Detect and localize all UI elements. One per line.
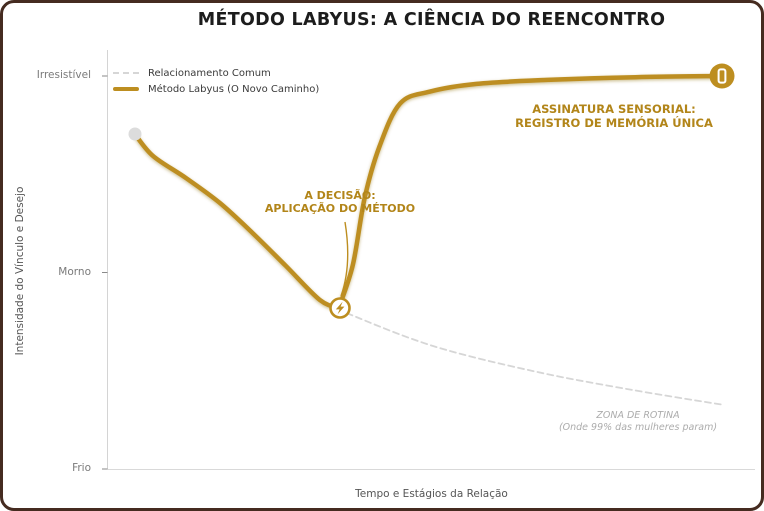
end-point-marker bbox=[709, 63, 735, 89]
x-axis-label: Tempo e Estágios da Relação bbox=[355, 488, 508, 500]
series-line-solid bbox=[336, 73, 725, 311]
annotation-routine-line1: ZONA DE ROTINA bbox=[596, 410, 680, 421]
box-glyph-icon bbox=[717, 68, 727, 84]
annotation-decision-line2: APLICAÇÃO DO MÉTODO bbox=[264, 202, 416, 215]
dashed-line-swatch-icon bbox=[113, 72, 139, 74]
series-line-dashed bbox=[134, 133, 725, 406]
decision-connector-line bbox=[340, 221, 349, 297]
solid-line-swatch-icon bbox=[113, 87, 139, 91]
annotation-signature-line1: ASSINATURA SENSORIAL: bbox=[532, 102, 696, 116]
legend-label: Método Labyus (O Novo Caminho) bbox=[148, 83, 320, 95]
annotation-decision-line1: A DECISÃO: bbox=[304, 189, 376, 202]
y-tick-label-morno: Morno bbox=[58, 266, 91, 278]
chart-canvas bbox=[102, 50, 755, 470]
y-tick-label-frio: Frio bbox=[72, 462, 91, 474]
series-line-solid bbox=[132, 131, 342, 311]
annotation-routine-line2: (Onde 99% das mulheres param) bbox=[558, 422, 718, 433]
y-axis-label: Intensidade do Vínculo e Desejo bbox=[14, 186, 26, 356]
start-point-marker bbox=[128, 127, 142, 141]
legend-label: Relacionamento Comum bbox=[148, 67, 271, 79]
y-tick-label-irresistivel: Irresistível bbox=[36, 69, 91, 81]
lightning-bolt-icon bbox=[335, 301, 345, 315]
annotation-signature-line2: REGISTRO DE MEMÓRIA ÚNICA bbox=[515, 116, 713, 130]
annotation-signature: ASSINATURA SENSORIAL: REGISTRO DE MEMÓRI… bbox=[483, 102, 745, 130]
chart-title: MÉTODO LABYUS: A CIÊNCIA DO REENCONTRO bbox=[197, 10, 666, 30]
legend: Relacionamento Comum Método Labyus (O No… bbox=[113, 65, 319, 97]
annotation-routine-zone: ZONA DE ROTINA (Onde 99% das mulheres pa… bbox=[517, 410, 759, 434]
annotation-decision: A DECISÃO: APLICAÇÃO DO MÉTODO bbox=[240, 189, 440, 215]
decision-point-marker bbox=[329, 297, 351, 319]
legend-item-metodo-labyus: Método Labyus (O Novo Caminho) bbox=[113, 81, 319, 97]
legend-item-relacionamento-comum: Relacionamento Comum bbox=[113, 65, 319, 81]
